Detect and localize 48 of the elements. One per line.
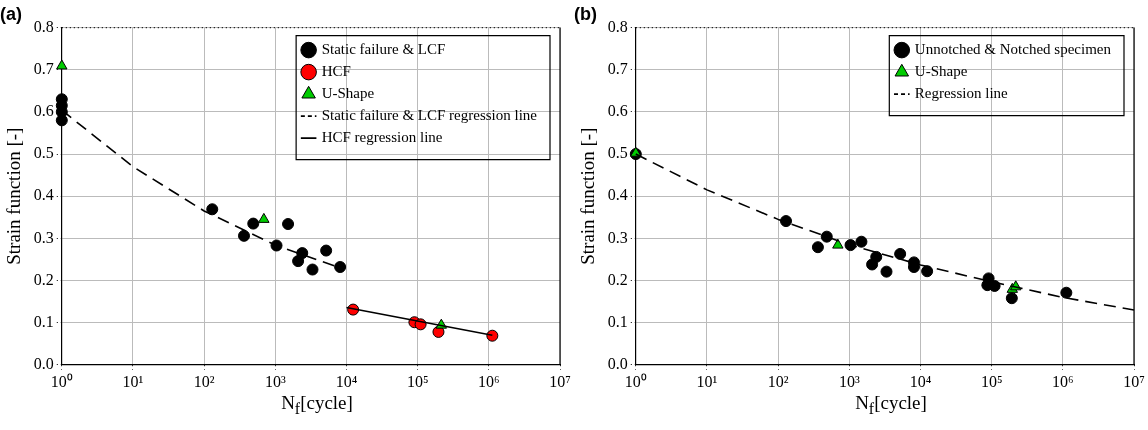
x-tick-label: 10⁰ xyxy=(624,372,647,390)
x-tick-label: 10² xyxy=(767,372,789,390)
y-tick-label: 0.5 xyxy=(33,144,54,162)
chart-title: (b) xyxy=(574,3,597,24)
legend-label: Regression line xyxy=(914,85,1009,102)
x-tick-label: 10⁶ xyxy=(1052,372,1074,390)
y-tick-label: 0.2 xyxy=(607,270,628,288)
y-tick-label: 0.7 xyxy=(607,59,628,77)
x-tick-label: 10⁷ xyxy=(1123,372,1145,390)
y-tick-label: 0.3 xyxy=(33,228,54,246)
legend-label: U-Shape xyxy=(914,63,968,80)
chart-title: (a) xyxy=(0,3,22,24)
y-tick-label: 0.8 xyxy=(607,17,628,35)
x-tick-label: 10⁰ xyxy=(50,372,73,390)
x-tick-label: 10² xyxy=(193,372,215,390)
y-tick-label: 0.5 xyxy=(607,144,628,162)
y-tick-label: 0.0 xyxy=(607,355,628,372)
x-tick-label: 10⁴ xyxy=(909,372,932,390)
y-tick-label: 0.4 xyxy=(33,186,54,204)
x-axis-title: N$_{f}$[cycle] xyxy=(854,392,928,418)
legend-label: HCF xyxy=(321,63,351,80)
y-tick-label: 0.0 xyxy=(33,355,54,372)
y-tick-label: 0.7 xyxy=(33,59,54,77)
x-axis-title: N$_{f}$[cycle] xyxy=(280,392,354,418)
legend-label: HCF regression line xyxy=(321,129,443,146)
y-tick-label: 0.1 xyxy=(33,312,54,330)
x-tick-label: 10⁵ xyxy=(980,372,1003,390)
legend-label: Static failure & LCF xyxy=(321,41,446,58)
legend-label: Static failure & LCF regression line xyxy=(321,107,538,124)
y-tick-label: 0.2 xyxy=(33,270,54,288)
y-tick-label: 0.1 xyxy=(607,312,628,330)
x-tick-label: 10³ xyxy=(838,372,860,390)
x-tick-label: 10³ xyxy=(264,372,286,390)
y-tick-label: 0.8 xyxy=(33,17,54,35)
legend-label: U-Shape xyxy=(321,85,375,102)
x-tick-label: 10¹ xyxy=(122,372,144,390)
x-tick-label: 10⁴ xyxy=(335,372,358,390)
y-tick-label: 0.3 xyxy=(607,228,628,246)
x-tick-label: 10⁷ xyxy=(549,372,571,390)
y-tick-label: 0.6 xyxy=(607,102,628,120)
legend-label: Unnotched & Notched specimen xyxy=(914,41,1112,58)
y-axis-title: Strain function [-] xyxy=(577,127,599,265)
x-tick-label: 10⁶ xyxy=(478,372,500,390)
x-tick-label: 10⁵ xyxy=(406,372,429,390)
y-axis-title: Strain function [-] xyxy=(3,127,25,265)
y-tick-label: 0.4 xyxy=(607,186,628,204)
y-tick-label: 0.6 xyxy=(33,102,54,120)
x-tick-label: 10¹ xyxy=(696,372,718,390)
